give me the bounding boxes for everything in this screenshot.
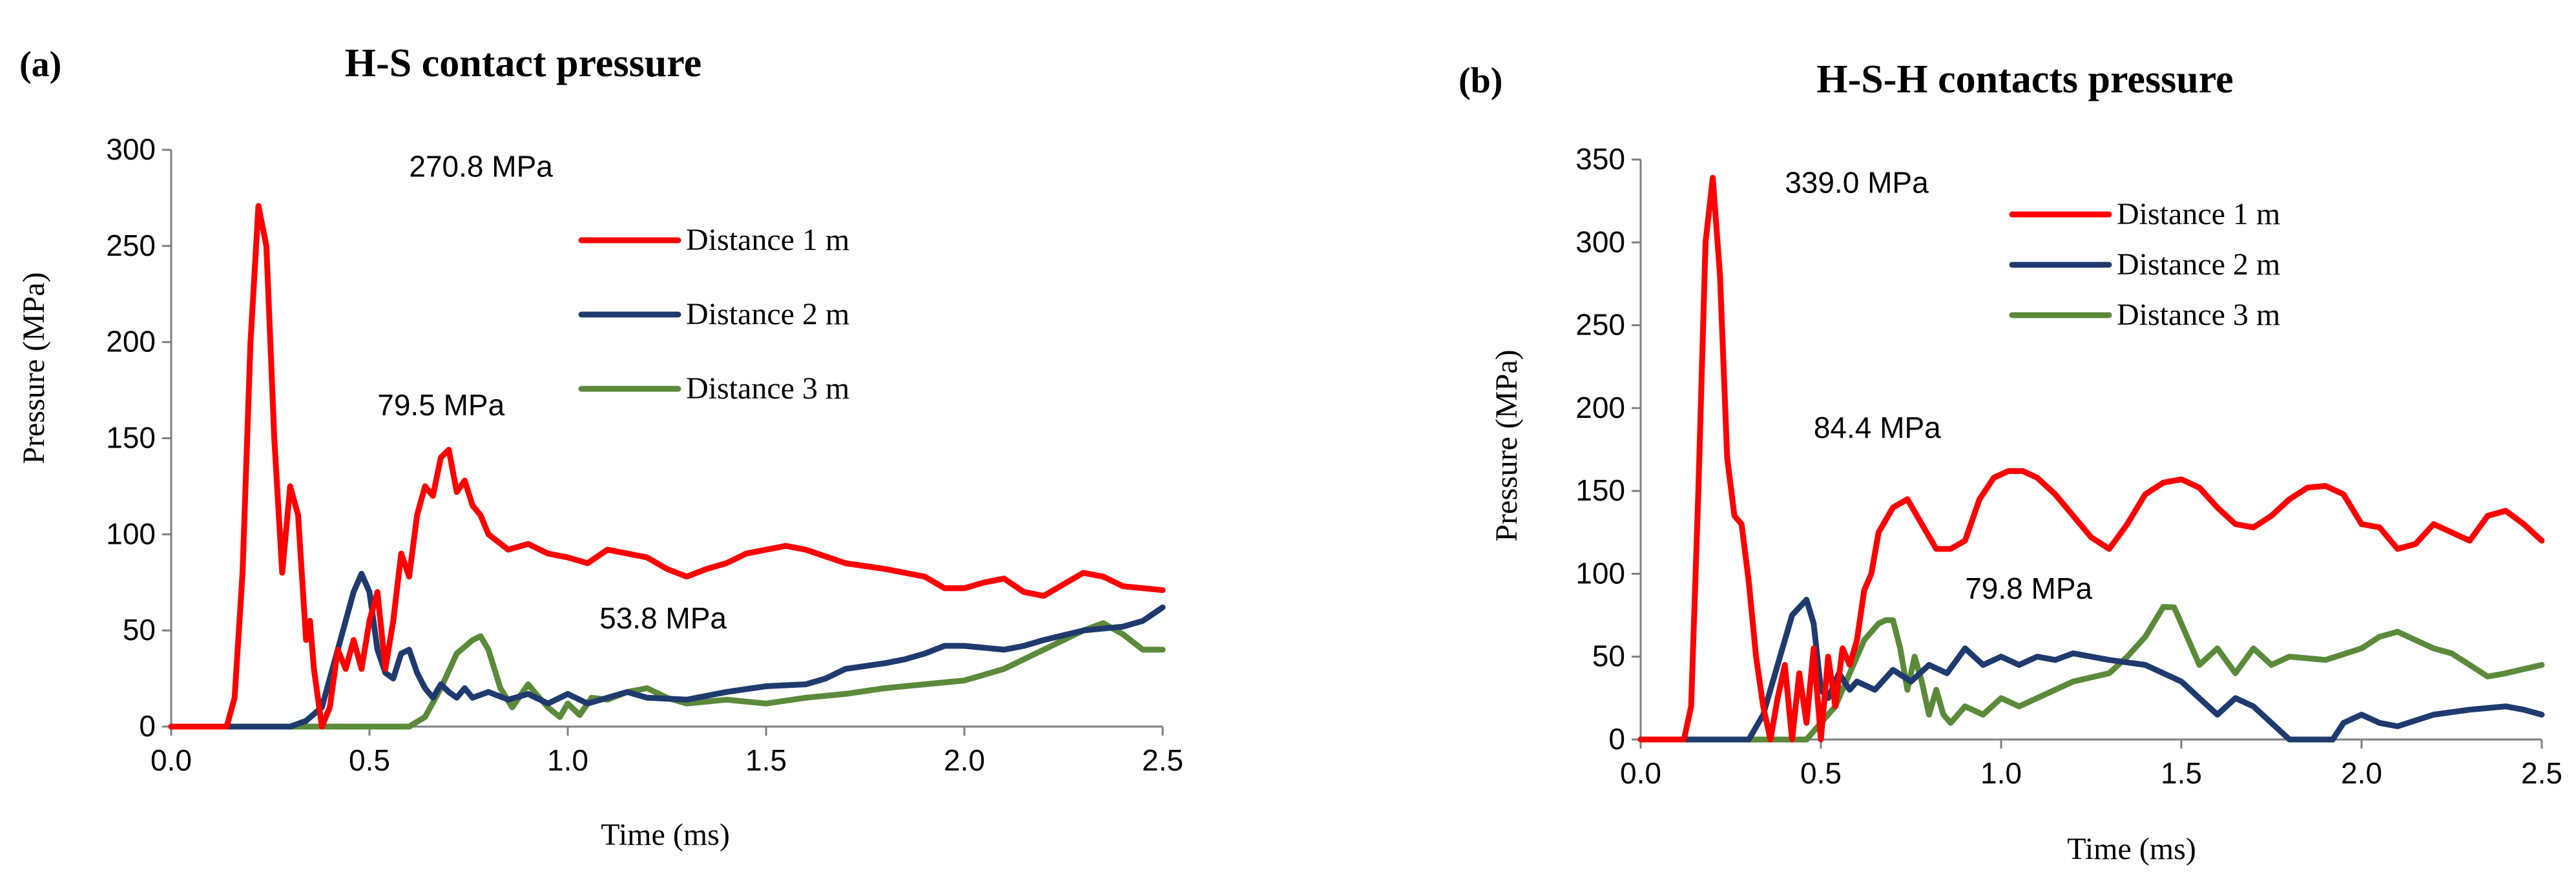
y-tick-label-b: 200 — [1575, 391, 1625, 424]
x-tick-label-a: 0.0 — [151, 743, 192, 777]
y-tick-label-b: 300 — [1575, 225, 1625, 258]
panel-label-b: (b) — [1459, 61, 1502, 101]
x-tick-label-b: 0.5 — [1800, 756, 1842, 790]
x-tick-label-b: 2.0 — [2341, 756, 2382, 790]
y-tick-label-a: 150 — [106, 421, 156, 455]
panel-b: (b) H-S-H contacts pressure Pressure (MP… — [1459, 57, 2562, 866]
annotation-b-3: 79.8 MPa — [1965, 572, 2092, 605]
y-axis-label-b: Pressure (MPa) — [1490, 349, 1524, 541]
series-line-b-1 — [1637, 174, 2545, 743]
y-tick-label-b: 150 — [1575, 473, 1625, 507]
series-line-b-3 — [1637, 604, 2545, 743]
panel-label-a: (a) — [19, 45, 61, 85]
x-tick-label-a: 0.5 — [349, 743, 390, 777]
x-tick-label-a: 2.0 — [944, 743, 985, 777]
y-tick-label-b: 350 — [1575, 142, 1625, 176]
legend-label-a-1: Distance 1 m — [686, 223, 849, 257]
x-tick-label-b: 1.5 — [2161, 756, 2202, 790]
plot-area-a: 0 50 100 150 200 250 300 0.0 0.5 1.0 1.5 2.0 2.5 270.… — [106, 132, 1183, 777]
x-tick-label-b: 1.0 — [1980, 756, 2022, 790]
x-axis-label-a: Time (ms) — [601, 818, 730, 852]
y-tick-label-b: 250 — [1575, 308, 1625, 342]
legend-label-a-3: Distance 3 m — [686, 371, 849, 406]
series-line-a-1 — [168, 203, 1166, 730]
legend-label-a-2: Distance 2 m — [686, 297, 849, 331]
annotation-a-1: 270.8 MPa — [409, 150, 553, 183]
y-tick-label-a: 0 — [139, 709, 156, 743]
y-axis-label-a: Pressure (MPa) — [17, 272, 51, 464]
annotation-b-1: 339.0 MPa — [1785, 165, 1929, 199]
legend-label-b-1: Distance 1 m — [2117, 197, 2280, 231]
x-tick-label-b: 2.5 — [2521, 756, 2562, 790]
y-tick-label-a: 250 — [106, 229, 156, 262]
chart-title-b: H-S-H contacts pressure — [1816, 57, 2233, 101]
x-axis-label-b: Time (ms) — [2067, 832, 2196, 866]
x-tick-label-a: 2.5 — [1142, 743, 1183, 777]
y-tick-label-b: 50 — [1592, 639, 1625, 673]
y-tick-label-a: 100 — [106, 517, 156, 550]
series-line-b-2 — [1637, 597, 2545, 743]
y-tick-label-a: 300 — [106, 132, 156, 166]
annotation-a-3: 53.8 MPa — [599, 601, 727, 635]
legend-label-b-2: Distance 2 m — [2117, 247, 2280, 282]
x-tick-label-b: 0.0 — [1620, 756, 1661, 790]
x-tick-label-a: 1.0 — [547, 743, 588, 777]
y-tick-label-b: 100 — [1575, 556, 1625, 590]
series-line-a-2 — [168, 570, 1166, 730]
chart-title-a: H-S contact pressure — [345, 41, 701, 85]
y-tick-label-b: 0 — [1608, 722, 1625, 756]
annotation-a-2: 79.5 MPa — [377, 388, 504, 422]
y-tick-label-a: 200 — [106, 325, 156, 358]
plot-area-b: 0 50 100 150 200 250 300 350 0.0 0.5 1.0 1.5 2.0 2.5 3… — [1575, 142, 2562, 790]
legend-label-b-3: Distance 3 m — [2117, 298, 2280, 332]
panel-a: (a) H-S contact pressure Pressure (MPa) … — [17, 41, 1183, 852]
x-tick-label-a: 1.5 — [745, 743, 787, 777]
annotation-b-2: 84.4 MPa — [1814, 411, 1941, 444]
y-tick-label-a: 50 — [123, 613, 156, 647]
